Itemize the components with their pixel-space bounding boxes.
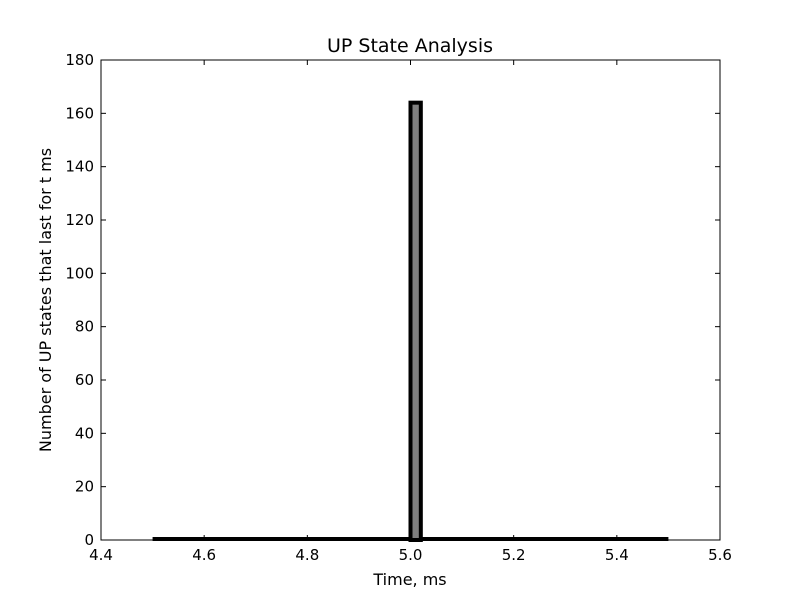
ticks-group: 4.4 4.6 4.8 5.0 5.2 5.4 5.6 0 20 40 60 80 100 120 140 1… [65, 51, 732, 564]
chart-title: UP State Analysis [327, 35, 493, 57]
x-tick-label: 4.6 [192, 546, 216, 564]
y-tick-label: 40 [75, 424, 94, 442]
x-tick-label: 5.2 [502, 546, 526, 564]
x-tick-label: 5.0 [399, 546, 423, 564]
x-tick-label: 4.8 [295, 546, 319, 564]
y-tick-label: 160 [65, 104, 94, 122]
plot-frame [100, 59, 721, 541]
y-tick-label: 120 [65, 211, 94, 229]
x-tick-label: 5.6 [708, 546, 732, 564]
y-tick-label: 60 [75, 371, 94, 389]
y-axis-label: Number of UP states that last for t ms [36, 148, 55, 452]
y-tick-label: 100 [65, 264, 94, 282]
y-tick-label: 80 [75, 318, 94, 336]
y-tick-label: 140 [65, 158, 94, 176]
y-tick-label: 20 [75, 478, 94, 496]
histogram-bar-1 [408, 100, 423, 543]
x-tick-label: 4.4 [89, 546, 113, 564]
y-tick-label: 180 [65, 51, 94, 69]
y-tick-label: 0 [84, 531, 94, 549]
x-axis-label: Time, ms [372, 570, 446, 589]
x-tick-label: 5.4 [605, 546, 629, 564]
